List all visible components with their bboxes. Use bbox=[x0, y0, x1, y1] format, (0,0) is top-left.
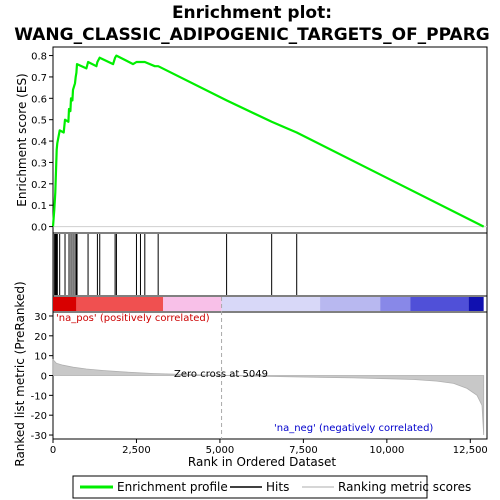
heat-segment-1 bbox=[76, 297, 164, 311]
metric-layer bbox=[52, 297, 485, 439]
metric-tick-label-2: 10 bbox=[34, 352, 47, 363]
es-tick-label-3: 0.3 bbox=[31, 158, 47, 169]
heat-segment-4 bbox=[320, 297, 381, 311]
chart-title-line2: WANG_CLASSIC_ADIPOGENIC_TARGETS_OF_PPARG bbox=[14, 25, 489, 45]
x-tick-label-4: 10,000 bbox=[369, 445, 404, 456]
es-tick-label-0: 0.0 bbox=[31, 223, 47, 234]
hits-panel-frame bbox=[52, 232, 488, 297]
x-tick-label-5: 12,500 bbox=[453, 445, 488, 456]
legend-profile-label: Enrichment profile bbox=[117, 480, 228, 494]
metric-tick-label-3: 0 bbox=[41, 372, 47, 383]
neg-correlated-label: 'na_neg' (negatively correlated) bbox=[274, 423, 433, 434]
metric-tick-label-1: 20 bbox=[34, 332, 47, 343]
heat-segment-0 bbox=[53, 297, 77, 311]
es-tick-label-8: 0.8 bbox=[31, 52, 47, 63]
metric-axis-label: Ranked list metric (PreRanked) bbox=[13, 281, 27, 466]
es-tick-label-5: 0.5 bbox=[31, 116, 47, 127]
hits-layer bbox=[53, 234, 298, 295]
heat-segment-6 bbox=[410, 297, 469, 311]
enrichment-profile-line bbox=[51, 54, 485, 228]
es-tick-label-6: 0.6 bbox=[31, 94, 47, 105]
heat-segment-2 bbox=[163, 297, 222, 311]
es-tick-label-7: 0.7 bbox=[31, 73, 47, 84]
es-panel-frame bbox=[52, 46, 488, 234]
ranking-heat-bar bbox=[53, 297, 484, 311]
zero-cross-label: Zero cross at 5049 bbox=[174, 369, 268, 380]
x-tick-label-3: 7,500 bbox=[289, 445, 318, 456]
x-tick-label-1: 2,500 bbox=[122, 445, 151, 456]
chart-title-line1: Enrichment plot: bbox=[172, 3, 332, 23]
metric-tick-label-6: -30 bbox=[31, 431, 47, 442]
x-tick-label-0: 0 bbox=[50, 445, 56, 456]
legend-metric-label: Ranking metric scores bbox=[338, 480, 471, 494]
heat-segment-3 bbox=[221, 297, 321, 311]
es-tick-label-4: 0.4 bbox=[31, 137, 47, 148]
es-tick-label-1: 0.1 bbox=[31, 201, 47, 212]
x-tick-label-2: 5,000 bbox=[206, 445, 235, 456]
pos-correlated-label: 'na_pos' (positively correlated) bbox=[56, 313, 210, 324]
es-axis-label: Enrichment score (ES) bbox=[15, 73, 29, 206]
ranking-metric-area bbox=[52, 358, 485, 436]
legend-hits-label: Hits bbox=[266, 480, 289, 494]
metric-tick-label-0: 30 bbox=[34, 312, 47, 323]
metric-tick-label-4: -10 bbox=[31, 391, 47, 402]
x-axis-label: Rank in Ordered Dataset bbox=[188, 455, 336, 469]
metric-tick-label-5: -20 bbox=[31, 411, 47, 422]
axes-layer: 0.0 0.1 0.2 0.3 0.4 0.5 0.6 0.7 0.8 30 20 10 0 -10 -20… bbox=[31, 52, 488, 456]
heat-segment-7 bbox=[468, 297, 484, 311]
es-tick-label-2: 0.2 bbox=[31, 180, 47, 191]
legend: Enrichment profile Hits Ranking metric s… bbox=[72, 475, 471, 499]
heat-segment-5 bbox=[380, 297, 411, 311]
es-layer bbox=[51, 54, 487, 228]
